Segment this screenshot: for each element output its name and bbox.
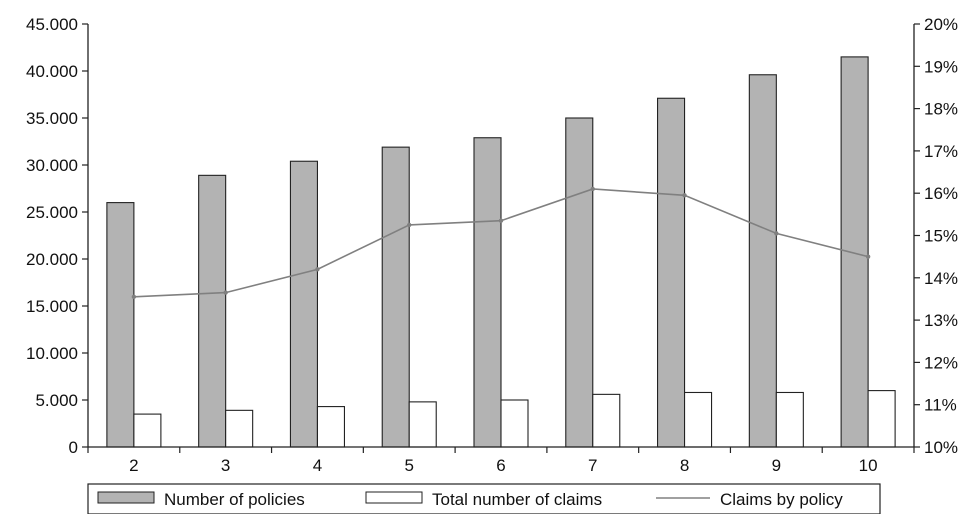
x-tick-label: 10 [859, 456, 878, 475]
left-tick-label: 20.000 [26, 250, 78, 269]
legend: Number of policies Total number of claim… [87, 483, 881, 514]
left-tick-label: 40.000 [26, 62, 78, 81]
bar-number-of-policies [381, 146, 410, 448]
right-tick-label: 11% [924, 396, 957, 415]
legend-item-number-of-policies: Number of policies [97, 490, 305, 509]
bar-total-number-of-claims [225, 409, 254, 448]
x-tick-label: 5 [404, 456, 413, 475]
right-tick-label: 13% [924, 311, 958, 330]
bar-total-number-of-claims [316, 406, 345, 448]
bar-total-number-of-claims [500, 399, 529, 448]
bar-number-of-policies [565, 117, 594, 448]
claims-by-policy-point [865, 254, 871, 259]
right-tick-label: 17% [924, 142, 958, 161]
claims-by-policy-point [590, 186, 595, 192]
right-tick-label: 18% [924, 100, 958, 119]
left-tick-label: 15.000 [26, 297, 78, 316]
right-tick-label: 19% [924, 57, 958, 76]
x-tick-label: 3 [221, 456, 230, 475]
legend-box [87, 483, 881, 514]
legend-label-claims-by-policy: Claims by policy [720, 490, 843, 509]
left-tick-label: 30.000 [26, 156, 78, 175]
bar-number-of-policies [840, 56, 869, 448]
claims-by-policy-point [682, 193, 687, 198]
bars [106, 56, 896, 448]
left-tick-label: 0 [69, 438, 78, 457]
claims-by-policy-point [223, 290, 228, 295]
left-tick-label: 35.000 [26, 109, 78, 128]
right-tick-label: 12% [924, 353, 958, 372]
bar-total-number-of-claims [408, 401, 437, 448]
bar-number-of-policies [289, 160, 318, 448]
bar-total-number-of-claims [592, 393, 621, 448]
legend-item-claims-by-policy: Claims by policy [656, 490, 843, 509]
x-tick-label: 4 [313, 456, 322, 475]
legend-swatch-policies [97, 491, 155, 504]
claims-line-series [131, 186, 871, 300]
left-tick-label: 10.000 [26, 344, 78, 363]
left-tick-label: 5.000 [35, 391, 78, 410]
bar-total-number-of-claims [684, 391, 713, 448]
right-tick-label: 20% [924, 15, 958, 34]
claims-by-policy-point [131, 294, 137, 300]
x-axis-ticks: 2 3 4 5 6 7 8 9 10 [87, 447, 915, 475]
right-axis-ticks: 10% 11% 12% 13% 14% 15% 16% 17% 18% 19% 20% [914, 15, 958, 457]
bar-total-number-of-claims [133, 413, 162, 448]
left-axis-ticks: 0 5.000 10.000 15.000 20.000 25.000 30.000 35.0… [26, 15, 88, 457]
bar-number-of-policies [748, 74, 777, 448]
right-tick-label: 10% [924, 438, 958, 457]
bar-number-of-policies [106, 202, 135, 448]
right-tick-label: 16% [924, 184, 958, 203]
legend-label-policies: Number of policies [164, 490, 305, 509]
claims-by-policy-point [774, 231, 779, 236]
x-tick-label: 6 [496, 456, 505, 475]
x-tick-label: 9 [772, 456, 781, 475]
bar-number-of-policies [198, 174, 227, 448]
left-tick-label: 25.000 [26, 203, 78, 222]
left-tick-label: 45.000 [26, 15, 78, 34]
legend-label-claims: Total number of claims [432, 490, 602, 509]
right-tick-label: 14% [924, 269, 958, 288]
claims-by-policy-point [407, 222, 412, 228]
legend-swatch-claims [365, 491, 423, 504]
bar-total-number-of-claims [775, 391, 804, 448]
x-tick-label: 8 [680, 456, 689, 475]
legend-item-total-claims: Total number of claims [365, 490, 602, 509]
right-tick-label: 15% [924, 227, 958, 246]
claims-by-policy-point [315, 267, 320, 272]
x-tick-label: 2 [129, 456, 138, 475]
bar-total-number-of-claims [867, 390, 896, 448]
claims-by-policy-point [498, 218, 504, 223]
x-tick-label: 7 [588, 456, 597, 475]
bar-number-of-policies [657, 97, 686, 448]
bar-number-of-policies [473, 137, 502, 448]
